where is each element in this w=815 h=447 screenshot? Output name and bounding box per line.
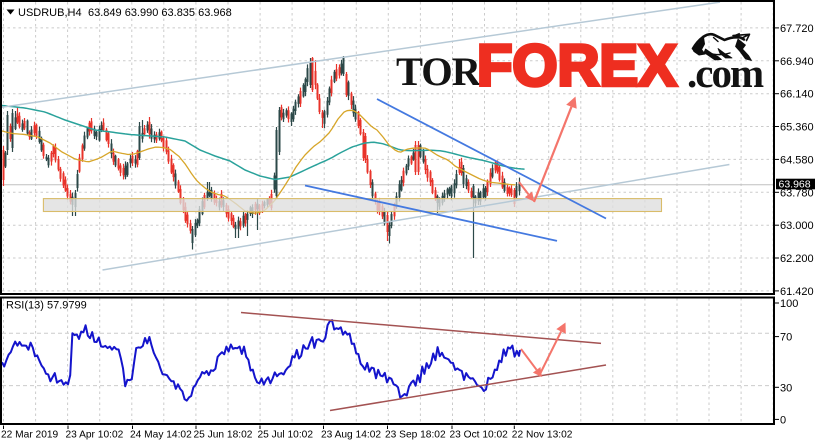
svg-text:63.968: 63.968 <box>779 179 811 191</box>
svg-text:63.780: 63.780 <box>780 187 814 199</box>
svg-text:USDRUB,H4: USDRUB,H4 <box>18 7 82 19</box>
svg-text:66.940: 66.940 <box>780 56 814 68</box>
svg-text:0: 0 <box>780 414 786 426</box>
svg-text:TOR: TOR <box>396 49 482 94</box>
svg-text:22 Nov 13:02: 22 Nov 13:02 <box>512 430 573 441</box>
svg-text:63.849 63.990 63.835 63.968: 63.849 63.990 63.835 63.968 <box>88 7 232 19</box>
svg-text:25 Jun 18:02: 25 Jun 18:02 <box>194 430 253 441</box>
svg-text:25 Jul 10:02: 25 Jul 10:02 <box>258 430 314 441</box>
svg-text:66.140: 66.140 <box>780 89 814 101</box>
svg-text:63.000: 63.000 <box>780 220 814 232</box>
svg-text:100: 100 <box>780 298 798 310</box>
svg-text:23 Oct 10:02: 23 Oct 10:02 <box>450 430 509 441</box>
svg-text:22 Mar 2019: 22 Mar 2019 <box>1 430 59 441</box>
svg-text:23 Aug 14:02: 23 Aug 14:02 <box>321 430 381 441</box>
svg-text:64.580: 64.580 <box>780 154 814 166</box>
svg-text:30: 30 <box>780 382 792 394</box>
svg-text:23 Apr 10:02: 23 Apr 10:02 <box>66 430 124 441</box>
svg-text:70: 70 <box>780 332 792 344</box>
svg-text:67.720: 67.720 <box>780 23 814 35</box>
svg-text:23 Sep 18:02: 23 Sep 18:02 <box>385 430 446 441</box>
svg-text:RSI(13) 57.9799: RSI(13) 57.9799 <box>6 300 87 312</box>
svg-text:65.360: 65.360 <box>780 122 814 134</box>
svg-text:61.420: 61.420 <box>780 286 814 298</box>
svg-text:FOREX: FOREX <box>477 34 677 99</box>
svg-text:24 May 14:02: 24 May 14:02 <box>130 430 192 441</box>
svg-text:62.200: 62.200 <box>780 253 814 265</box>
